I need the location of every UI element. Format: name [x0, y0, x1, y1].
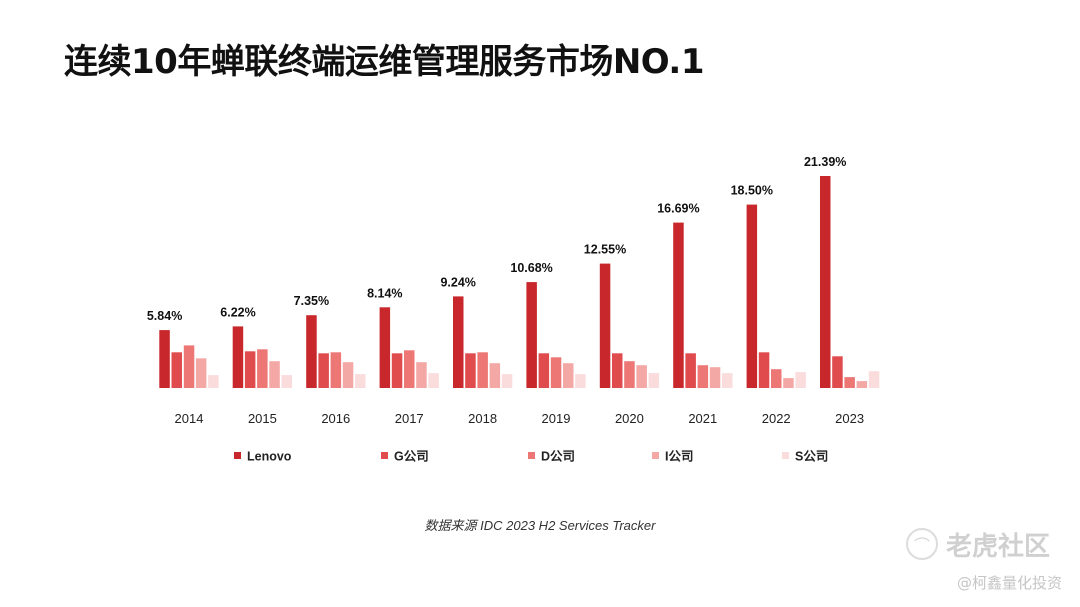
bar-S公司-2015 — [281, 375, 292, 388]
bar-Lenovo-2021 — [673, 222, 684, 388]
data-label-2022: 18.50% — [731, 184, 773, 198]
bar-Lenovo-2018 — [453, 296, 464, 388]
bar-Lenovo-2015 — [232, 326, 244, 388]
data-label-2015: 6.22% — [220, 305, 255, 319]
legend-swatch-G公司 — [381, 452, 388, 459]
data-label-2021: 16.69% — [657, 202, 699, 216]
data-label-2019: 10.68% — [510, 261, 552, 275]
x-tick-label-2021: 2021 — [688, 411, 717, 426]
bar-I公司-2014 — [195, 358, 207, 388]
bar-Lenovo-2014 — [159, 330, 170, 388]
bar-G公司-2017 — [391, 353, 403, 388]
bar-G公司-2021 — [685, 353, 696, 388]
bar-G公司-2014 — [171, 352, 182, 388]
bar-Lenovo-2019 — [526, 282, 537, 388]
data-source-note: 数据来源 IDC 2023 H2 Services Tracker — [424, 518, 656, 533]
bar-G公司-2019 — [538, 353, 550, 388]
bar-I公司-2021 — [709, 367, 721, 388]
x-tick-label-2015: 2015 — [248, 411, 277, 426]
page-title: 连续10年蝉联终端运维管理服务市场NO.1 — [64, 42, 705, 82]
x-tick-label-2018: 2018 — [468, 411, 497, 426]
bar-S公司-2016 — [355, 374, 366, 388]
legend-label-D公司: D公司 — [541, 450, 575, 464]
legend-swatch-D公司 — [528, 452, 535, 459]
legend-swatch-I公司 — [652, 452, 659, 459]
x-tick-label-2023: 2023 — [835, 411, 864, 426]
bar-I公司-2023 — [856, 381, 868, 388]
x-tick-label-2017: 2017 — [395, 411, 424, 426]
bar-S公司-2014 — [208, 375, 219, 388]
bar-D公司-2016 — [330, 352, 342, 388]
bar-I公司-2016 — [342, 362, 354, 388]
bar-G公司-2023 — [832, 356, 843, 388]
legend-label-I公司: I公司 — [665, 450, 693, 464]
bar-S公司-2017 — [428, 373, 439, 388]
bar-D公司-2020 — [624, 361, 635, 388]
bar-D公司-2022 — [771, 369, 782, 388]
data-label-2014: 5.84% — [147, 309, 182, 323]
bar-Lenovo-2016 — [306, 315, 317, 388]
data-label-2020: 12.55% — [584, 243, 626, 257]
bar-I公司-2019 — [563, 363, 574, 388]
bar-G公司-2022 — [758, 352, 770, 388]
legend-label-G公司: G公司 — [394, 450, 429, 464]
bar-S公司-2020 — [648, 373, 660, 388]
bar-D公司-2019 — [550, 357, 562, 388]
bar-S公司-2022 — [795, 372, 806, 388]
bar-D公司-2023 — [844, 377, 855, 388]
bar-I公司-2017 — [416, 362, 427, 388]
x-tick-label-2016: 2016 — [321, 411, 350, 426]
tiger-logo-icon: ⌒ — [906, 528, 938, 560]
bar-D公司-2021 — [697, 365, 709, 388]
bar-S公司-2021 — [722, 373, 733, 388]
bar-G公司-2015 — [244, 351, 256, 388]
x-tick-label-2020: 2020 — [615, 411, 644, 426]
bar-Lenovo-2017 — [379, 307, 391, 388]
bar-chart: 5.84% 2014 6.22% 2015 7.35% 2016 8.14% 2017 9.24… — [147, 155, 880, 464]
bar-G公司-2020 — [612, 353, 623, 388]
data-label-2016: 7.35% — [294, 294, 329, 308]
x-tick-label-2019: 2019 — [542, 411, 571, 426]
bar-D公司-2014 — [183, 345, 195, 388]
bar-Lenovo-2020 — [599, 263, 611, 388]
bar-D公司-2018 — [477, 352, 488, 388]
data-label-2023: 21.39% — [804, 155, 846, 169]
bar-Lenovo-2023 — [820, 176, 831, 388]
bar-I公司-2022 — [783, 378, 794, 388]
legend-swatch-Lenovo — [234, 452, 241, 459]
bar-I公司-2015 — [269, 361, 280, 388]
data-label-2018: 9.24% — [440, 275, 475, 289]
watermark-brand: 老虎社区 — [946, 532, 1051, 562]
bar-S公司-2019 — [575, 374, 586, 388]
bar-Lenovo-2022 — [746, 204, 758, 388]
legend-swatch-S公司 — [782, 452, 789, 459]
data-label-2017: 8.14% — [367, 286, 402, 300]
bar-D公司-2017 — [404, 350, 415, 388]
bar-S公司-2018 — [501, 374, 513, 388]
watermark-account: @柯鑫量化投资 — [956, 574, 1062, 592]
legend-label-S公司: S公司 — [795, 450, 828, 464]
bar-G公司-2018 — [465, 353, 476, 388]
bar-G公司-2016 — [318, 353, 329, 388]
bar-I公司-2018 — [489, 363, 501, 388]
x-tick-label-2022: 2022 — [762, 411, 791, 426]
x-tick-label-2014: 2014 — [175, 411, 204, 426]
bar-S公司-2023 — [868, 371, 880, 388]
bar-D公司-2015 — [257, 349, 268, 388]
bar-I公司-2020 — [636, 365, 647, 388]
legend-label-Lenovo: Lenovo — [247, 450, 292, 464]
